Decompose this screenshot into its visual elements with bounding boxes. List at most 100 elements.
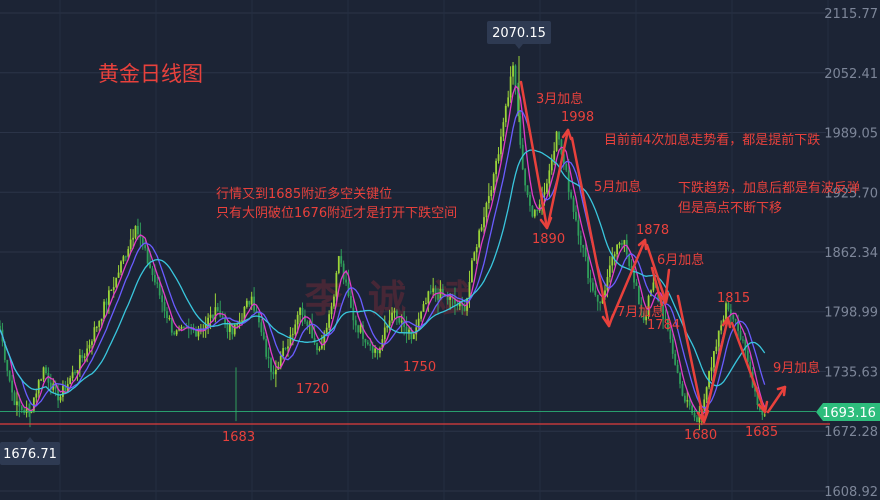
- candle-body: [151, 268, 154, 276]
- candle-body: [763, 414, 766, 416]
- candle-body: [229, 323, 231, 332]
- y-tick-label: 1672.28: [824, 425, 878, 440]
- candle-body: [337, 256, 340, 273]
- candle-body: [352, 307, 355, 321]
- candle-body: [0, 325, 1, 330]
- annotation-hike-mar: 3月加息: [536, 91, 583, 107]
- candle-body: [579, 235, 582, 245]
- candle-body: [132, 237, 134, 240]
- annotation-hike-may: 5月加息: [594, 179, 641, 195]
- candle-body: [342, 263, 345, 280]
- candle-body: [391, 312, 393, 321]
- candle-body: [294, 324, 297, 335]
- candle-body: [446, 296, 449, 300]
- candle-body: [69, 378, 72, 385]
- current-price-label: 1693.16: [822, 406, 876, 421]
- candle-body: [316, 342, 318, 351]
- arrow-aug-rise: [703, 316, 730, 420]
- candle-body: [243, 306, 246, 321]
- candle-body: [330, 306, 333, 315]
- candle-body: [744, 339, 747, 351]
- candle-body: [272, 372, 275, 375]
- y-tick-label: 2052.41: [824, 67, 878, 82]
- candle-body: [296, 314, 299, 325]
- candle-body: [224, 317, 226, 324]
- candle-body: [652, 282, 655, 291]
- candle-body: [686, 400, 689, 402]
- candle-body: [662, 304, 664, 319]
- candle-body: [642, 312, 645, 321]
- arrow-jun-rise: [610, 238, 647, 320]
- candle-body: [83, 356, 86, 358]
- candle-body: [400, 320, 403, 323]
- candle-body: [577, 220, 580, 236]
- candle-body: [616, 244, 618, 255]
- arrow-aug-rise-head: [721, 316, 732, 329]
- candle-body: [81, 355, 84, 358]
- candle-body: [153, 275, 156, 283]
- arrow-mar-drop: [519, 80, 549, 230]
- candle-body: [115, 277, 118, 288]
- annotation-note-1: 目前前4次加息走势看，都是提前下跌: [604, 132, 820, 148]
- candle-body: [754, 387, 756, 392]
- candle-body: [86, 348, 89, 357]
- arrow-aug-drop: [676, 294, 706, 424]
- candle-body: [112, 287, 115, 290]
- candle-body: [383, 327, 386, 340]
- candle-body: [623, 240, 626, 245]
- candle-body: [425, 303, 427, 305]
- y-axis: 2115.77 2052.41 1989.05 1925.70 1862.34 1798.…: [824, 7, 878, 500]
- candle-body: [485, 203, 488, 218]
- candle-body: [287, 346, 289, 349]
- candle-body: [710, 367, 713, 371]
- candle-body: [504, 105, 507, 123]
- candle-body: [739, 330, 742, 340]
- candle-body: [449, 296, 452, 300]
- candle-body: [761, 409, 764, 415]
- candle-body: [480, 227, 483, 231]
- candle-body: [509, 76, 512, 98]
- candle-body: [110, 289, 113, 291]
- candle-body: [471, 260, 473, 282]
- annotation-1998: 1998: [561, 110, 594, 125]
- annotation-1878: 1878: [636, 223, 669, 238]
- candle-body: [575, 211, 577, 221]
- candle-body: [398, 317, 401, 323]
- arrow-sep-rise: [766, 385, 787, 414]
- candle-body: [265, 338, 268, 357]
- candle-body: [289, 335, 292, 347]
- candle-body: [221, 316, 224, 318]
- candle-body: [698, 414, 701, 423]
- arrow-sep-rise-head: [776, 385, 787, 397]
- annotation-1784: 1784: [647, 318, 680, 333]
- grid: [0, 0, 829, 500]
- candle-body: [514, 65, 517, 87]
- candle-body: [16, 401, 18, 406]
- price-tag-high-label: 2070.15: [492, 26, 546, 41]
- candle-body: [282, 348, 285, 356]
- candle-body: [742, 339, 744, 341]
- candle-body: [606, 277, 609, 291]
- candle-body: [679, 372, 681, 384]
- candle-body: [475, 247, 478, 253]
- candle-body: [226, 323, 229, 332]
- candle-body: [25, 407, 28, 413]
- candle-body: [120, 261, 122, 273]
- candle-body: [497, 154, 500, 161]
- candle-body: [340, 256, 343, 264]
- candle-body: [608, 265, 611, 278]
- arrow-jul-drop: [650, 266, 664, 307]
- y-tick-label: 2115.77: [824, 7, 878, 22]
- candle-body: [543, 192, 546, 195]
- candle-body: [91, 341, 93, 345]
- candle-body: [500, 136, 502, 155]
- candle-body: [379, 348, 381, 354]
- candle-body: [621, 243, 623, 245]
- arrow-jul-rise: [663, 268, 671, 305]
- candle-body: [158, 283, 161, 296]
- candle-body: [306, 321, 309, 326]
- candle-body: [376, 348, 379, 354]
- candle-body: [45, 367, 47, 374]
